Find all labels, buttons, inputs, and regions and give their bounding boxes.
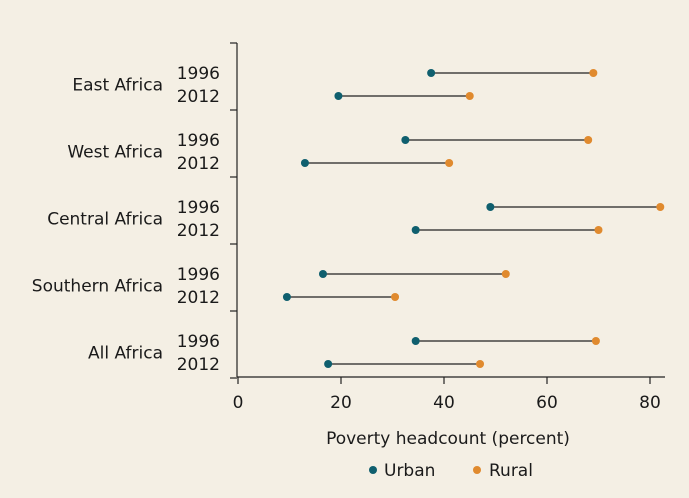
year-label: 1996 [177,131,220,151]
urban-point [334,92,343,100]
legend-urban-label: Urban [384,461,435,481]
legend-rural-label: Rural [489,461,533,481]
rural-point [591,337,600,345]
year-label: 1996 [177,64,220,84]
rural-point [445,159,454,167]
year-label: 2012 [177,355,220,375]
year-label: 2012 [177,87,220,107]
group-label: Southern Africa [32,277,163,297]
rural-point [501,270,510,278]
rural-point [465,92,474,100]
urban-point [300,159,309,167]
urban-point [324,360,333,368]
chart-marks [282,69,665,368]
urban-point [486,203,495,211]
group-label: East Africa [72,76,163,96]
x-axis-title: Poverty headcount (percent) [326,429,570,449]
group-label: All Africa [88,344,163,364]
year-label: 2012 [177,221,220,241]
year-label: 2012 [177,154,220,174]
x-tick-label: 20 [330,393,352,413]
rural-point [594,226,603,234]
x-tick-label: 60 [536,393,558,413]
urban-point [411,337,420,345]
year-label: 2012 [177,288,220,308]
legend: Urban Rural [369,461,533,481]
group-label: Central Africa [47,210,163,230]
x-tick-label: 80 [639,393,661,413]
urban-point [411,226,420,234]
rural-point [584,136,593,144]
rural-point [476,360,485,368]
year-label: 1996 [177,265,220,285]
legend-urban-marker [369,466,377,474]
rural-point [391,293,400,301]
rural-point [656,203,665,211]
rural-point [589,69,598,77]
group-label: West Africa [67,143,163,163]
urban-point [282,293,291,301]
x-tick-label: 40 [433,393,455,413]
urban-point [318,270,327,278]
urban-point [427,69,436,77]
axes: 0 20 40 60 80 East Africa 1996 2012 West Africa 1… [32,42,665,413]
legend-rural-marker [473,466,481,474]
year-label: 1996 [177,332,220,352]
year-label: 1996 [177,198,220,218]
urban-point [401,136,410,144]
x-tick-label: 0 [233,393,244,413]
